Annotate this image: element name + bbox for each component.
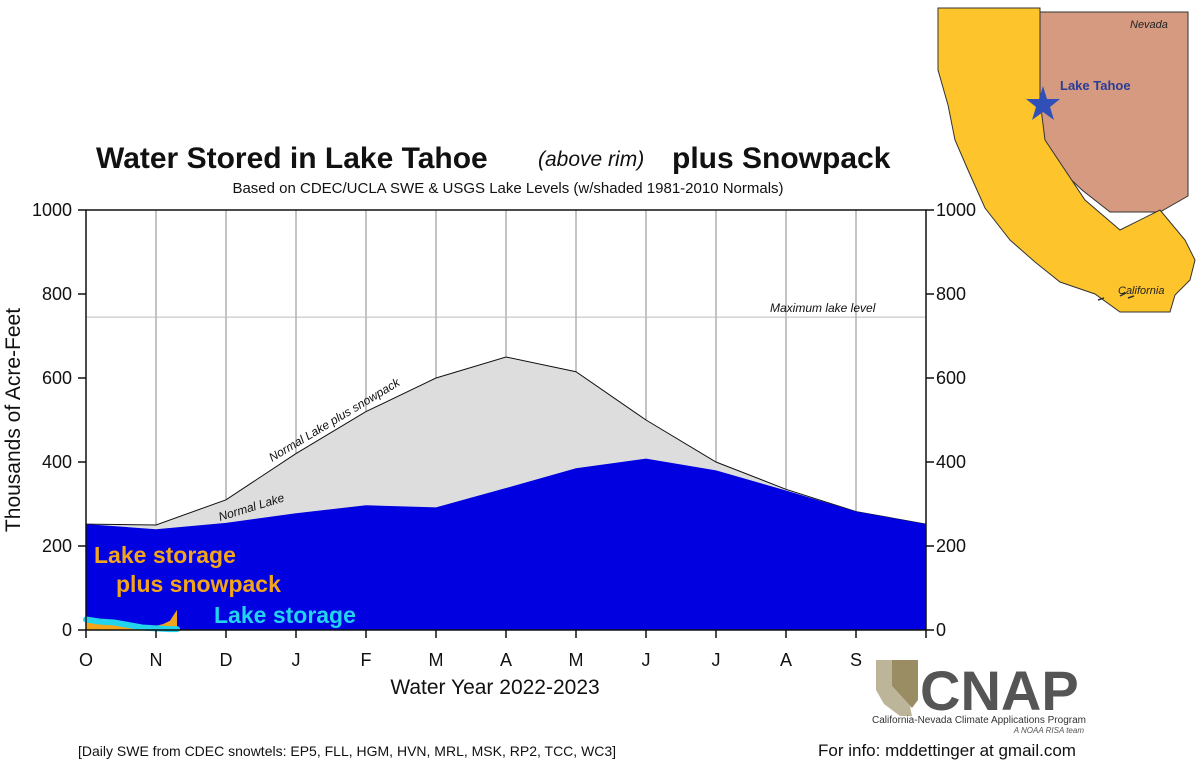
x-tick-label-month: J (712, 650, 721, 670)
y-tick-label-right: 1000 (936, 200, 976, 220)
x-tick-label-month: N (150, 650, 163, 670)
y-tick-label-right: 200 (936, 536, 966, 556)
axis-ticks (78, 209, 934, 638)
x-tick-label-month: F (361, 650, 372, 670)
x-tick-label-month: M (569, 650, 584, 670)
normal-lake-area (86, 458, 926, 630)
x-tick-label-month: J (642, 650, 651, 670)
y-tick-label-left: 400 (42, 452, 72, 472)
y-tick-label-right: 400 (936, 452, 966, 472)
map-label-nevada: Nevada (1130, 19, 1168, 31)
y-tick-label-left: 1000 (32, 200, 72, 220)
y-tick-label-left: 0 (62, 620, 72, 640)
y-axis-left-labels: 0 200 400 600 800 1000 (32, 200, 72, 640)
legend-lake-storage: Lake storage (214, 602, 356, 628)
x-axis-title: Water Year 2022-2023 (390, 676, 599, 699)
cnap-california-icon (876, 660, 912, 716)
x-tick-label-month: M (429, 650, 444, 670)
y-axis-right-labels: 0 200 400 600 800 1000 (936, 200, 976, 640)
y-axis-title: Thousands of Acre-Feet (2, 308, 25, 532)
map-label-california: California (1118, 285, 1164, 297)
map-inset: Nevada California Lake Tahoe (924, 0, 1200, 318)
chart-title-italic: (above rim) (538, 148, 644, 171)
chart-title-end: plus Snowpack (672, 142, 891, 175)
cnap-logo-subtitle2: A NOAA RISA team (1013, 726, 1085, 735)
x-tick-label-month: J (292, 650, 301, 670)
lake-storage-line (83, 616, 180, 633)
california-state-shape (937, 7, 1196, 313)
cnap-logo-subtitle: California-Nevada Climate Applications P… (872, 715, 1086, 726)
legend-lake-storage-plus-snowpack-line1: Lake storage (94, 542, 236, 568)
cnap-logo-text: CNAP (920, 659, 1079, 722)
y-tick-label-left: 800 (42, 284, 72, 304)
map-label-lake-tahoe: Lake Tahoe (1060, 78, 1131, 93)
x-tick-label-month: A (500, 650, 512, 670)
lake-tahoe-star-icon (1026, 86, 1060, 120)
plot-area: Maximum lake level Normal Lake Normal La… (78, 209, 934, 638)
y-tick-label-left: 200 (42, 536, 72, 556)
footnote-snowtels: [Daily SWE from CDEC snowtels: EP5, FLL,… (78, 743, 616, 759)
cnap-logo: CNAP California-Nevada Climate Applicati… (872, 659, 1086, 735)
contact-info: For info: mddettinger at gmail.com (818, 741, 1076, 760)
y-tick-label-left: 600 (42, 368, 72, 388)
chart-title: Water Stored in Lake Tahoe (96, 142, 488, 175)
x-tick-label-month: A (780, 650, 792, 670)
x-tick-label-month: O (79, 650, 93, 670)
y-tick-label-right: 800 (936, 284, 966, 304)
maximum-lake-level-label: Maximum lake level (770, 301, 876, 315)
x-tick-label-month: D (220, 650, 233, 670)
y-tick-label-right: 600 (936, 368, 966, 388)
legend-lake-storage-plus-snowpack-line2: plus snowpack (116, 571, 281, 597)
chart-subtitle: Based on CDEC/UCLA SWE & USGS Lake Level… (232, 180, 783, 197)
y-tick-label-right: 0 (936, 620, 946, 640)
x-tick-label-month: S (850, 650, 862, 670)
